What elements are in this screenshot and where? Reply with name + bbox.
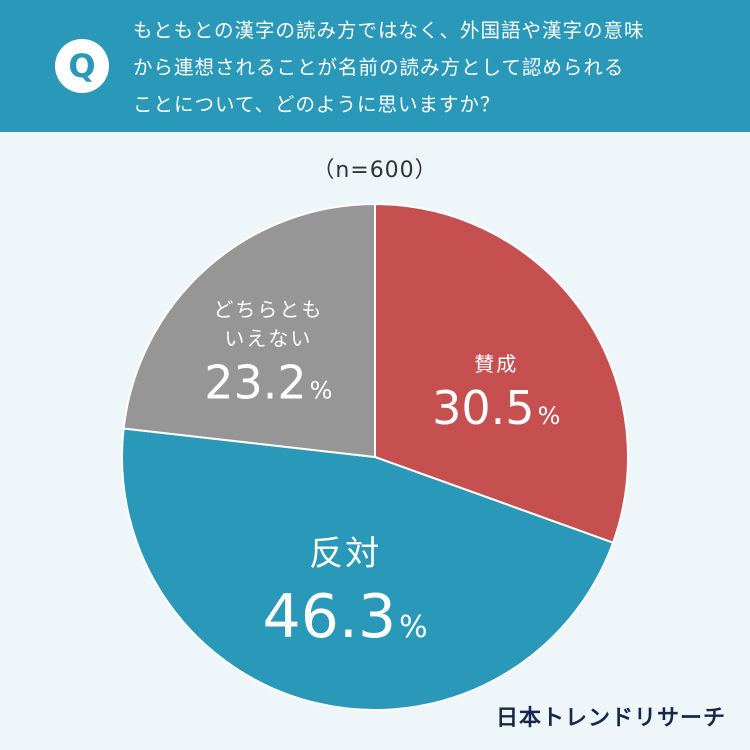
slice-label-3: いえない xyxy=(224,327,312,351)
question-badge-letter: Q xyxy=(68,47,96,85)
question-text: もともとの漢字の読み方ではなく、外国語や漢字の意味 から連想されることが名前の読… xyxy=(133,12,733,123)
sample-size-label: （n=600） xyxy=(312,158,438,183)
slice-value-2: 46.3% xyxy=(263,582,428,652)
slice-value-3: 23.2% xyxy=(204,356,332,410)
pie-slice-1 xyxy=(374,202,629,544)
pie-slice-2 xyxy=(121,427,615,711)
slice-label-2: 反対 xyxy=(309,534,381,574)
slice-value-1: 30.5% xyxy=(432,381,560,435)
question-line-3: ことについて、どのように思いますか？ xyxy=(133,93,501,116)
pie-slice-3 xyxy=(122,202,376,459)
slice-label-3: どちらとも xyxy=(213,298,323,322)
brand-logo: 日本トレンドリサーチ xyxy=(495,706,726,731)
question-badge: Q xyxy=(55,39,109,93)
slice-label-1: 賛成 xyxy=(474,352,518,376)
question-line-1: もともとの漢字の読み方ではなく、外国語や漢字の意味 xyxy=(133,19,645,42)
question-header: Q もともとの漢字の読み方ではなく、外国語や漢字の意味 から連想されることが名前… xyxy=(0,0,750,132)
question-line-2: から連想されることが名前の読み方として認められる xyxy=(133,56,625,79)
